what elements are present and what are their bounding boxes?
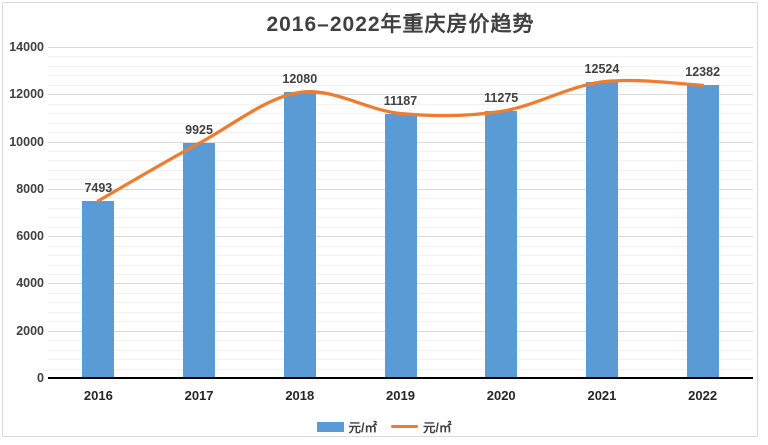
- y-tick-label: 0: [37, 371, 44, 385]
- gridline-major: [48, 47, 753, 48]
- chart-title: 2016–2022年重庆房价趋势: [266, 13, 535, 36]
- bar-2021[interactable]: [586, 81, 618, 378]
- data-label-2021: 12524: [584, 61, 620, 76]
- x-axis-line: [48, 377, 753, 379]
- bar-2020[interactable]: [485, 111, 517, 378]
- data-label-2019: 11187: [383, 93, 418, 108]
- bar-2016[interactable]: [82, 200, 114, 378]
- gridline-minor: [48, 85, 753, 86]
- data-label-2017: 9925: [185, 123, 213, 138]
- y-tick-label: 12000: [9, 87, 44, 102]
- x-tick-label-2018: 2018: [285, 388, 315, 403]
- bar-2017[interactable]: [183, 143, 215, 378]
- x-tick-label-2022: 2022: [688, 388, 718, 403]
- gridline-minor: [48, 104, 753, 105]
- gridline-minor: [48, 75, 753, 76]
- gridline-major: [48, 94, 753, 95]
- x-tick-label-2020: 2020: [486, 388, 516, 403]
- legend-item-line-series[interactable]: 元/㎡: [391, 417, 451, 436]
- data-label-2022: 12382: [685, 65, 721, 80]
- y-tick-label: 14000: [9, 40, 44, 54]
- x-tick-label-2016: 2016: [83, 388, 113, 403]
- plot-area: 7493 9925 12080 11187 11275 12524 12382: [48, 47, 753, 378]
- line-series-swatch-icon: [391, 424, 418, 429]
- y-tick-label: 4000: [16, 276, 44, 291]
- bar-2022[interactable]: [687, 85, 719, 378]
- x-tick-label-2021: 2021: [587, 388, 617, 403]
- y-tick-label: 2000: [16, 323, 44, 338]
- data-label-2016: 7493: [84, 180, 113, 195]
- bar-series-swatch-icon: [316, 421, 344, 432]
- legend: 元/㎡ 元/㎡: [0, 417, 768, 436]
- legend-label-bar-series: 元/㎡: [348, 421, 377, 435]
- legend-label-line-series: 元/㎡: [423, 421, 452, 435]
- data-label-2020: 11275: [484, 91, 519, 106]
- y-tick-label: 10000: [9, 134, 44, 149]
- data-label-2018: 12080: [282, 72, 318, 87]
- chart-frame: [2, 2, 758, 437]
- trend-line-layer: [96, 78, 705, 203]
- bar-2019[interactable]: [385, 113, 417, 378]
- bar-2018[interactable]: [284, 92, 316, 378]
- x-tick-label-2017: 2017: [184, 388, 214, 403]
- x-tick-label-2019: 2019: [386, 388, 415, 403]
- y-tick-label: 6000: [16, 229, 44, 244]
- y-tick-label: 8000: [16, 181, 44, 196]
- price-trend-line[interactable]: [96, 78, 705, 203]
- legend-item-bar-series[interactable]: 元/㎡: [316, 417, 377, 436]
- gridline-minor: [48, 56, 753, 57]
- gridline-minor: [48, 66, 753, 67]
